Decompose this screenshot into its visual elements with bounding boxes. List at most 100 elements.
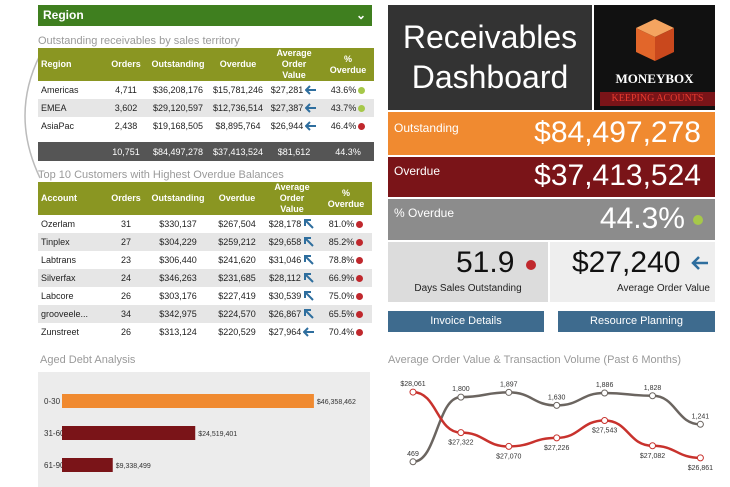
cell-text: $26,944: [270, 120, 304, 131]
button[interactable]: Resource Planning: [558, 311, 715, 332]
table-cell: $303,176: [146, 287, 210, 305]
table-cell: $30,539: [264, 287, 320, 305]
cell-text: $27,964: [268, 326, 302, 337]
point: [601, 416, 609, 424]
status-dot: [693, 215, 703, 225]
arrow-path: [304, 291, 314, 302]
table-row: Labtrans 23 $306,440 $241,620 $31,046 78.8%: [38, 251, 372, 269]
category-label: 0-30: [44, 397, 61, 406]
table: Account Orders Outstanding Overdue Average O…: [38, 182, 372, 341]
table-cell: $231,685: [210, 269, 264, 287]
cell-text: 31: [120, 219, 131, 229]
cell-text: $313,124: [159, 327, 197, 337]
trend-arrow: [304, 219, 314, 230]
table-row: Americas 4,711 $36,208,176 $15,781,246 $27,2…: [38, 81, 374, 99]
table-cell: $19,168,505: [146, 117, 210, 135]
cell-text: $31,046: [268, 254, 302, 265]
table-cell: AsiaPac: [38, 117, 106, 135]
arrow-path: [304, 219, 314, 230]
table-cell: $27,387: [266, 99, 323, 117]
point: [409, 458, 417, 466]
cell-text: Tinplex: [41, 237, 70, 247]
table-cell: grooveele...: [38, 305, 106, 323]
column-header: Average Order Value: [264, 182, 320, 215]
cell-text: $346,263: [159, 273, 197, 283]
status-dot: [356, 221, 364, 229]
status-dot: [356, 293, 364, 301]
column-header: Overdue: [210, 182, 264, 215]
trend-arrow: [302, 327, 315, 338]
cell-text: 43.6%: [330, 85, 357, 95]
value-label: $27,070: [496, 453, 521, 460]
arrow-path: [304, 237, 314, 248]
bar: [62, 426, 196, 440]
table-cell: 43.6%: [322, 81, 374, 99]
point: [457, 393, 465, 401]
trend-arrow: [304, 121, 317, 132]
table-cell: $227,419: [210, 287, 264, 305]
table-cell: Zunstreet: [38, 323, 106, 341]
cell-text: Labtrans: [41, 255, 77, 265]
cell-text: $12,736,514: [213, 103, 264, 113]
aged-debt-title: Aged Debt Analysis: [40, 354, 136, 366]
status-dot: [356, 257, 364, 265]
column-header: Overdue: [210, 48, 267, 81]
customers-title: Top 10 Customers with Highest Overdue Ba…: [38, 169, 284, 181]
arrow-path: [304, 103, 317, 114]
table-cell: $28,112: [264, 269, 320, 287]
table-cell: 23: [106, 251, 146, 269]
table-row: Zunstreet 26 $313,124 $220,529 $27,964 70.4%: [38, 323, 372, 341]
button[interactable]: Invoice Details: [388, 311, 544, 332]
status-dot: [358, 105, 366, 113]
value-label: 1,241: [692, 413, 710, 420]
cell-text: 65.5%: [328, 309, 355, 319]
arrow-path: [304, 255, 314, 266]
cell-text: EMEA: [41, 103, 67, 113]
kpi-value: $37,413,524: [534, 159, 701, 192]
cell-text: $29,120,597: [152, 103, 204, 113]
cell-text: $303,176: [159, 291, 197, 301]
status-dot: [356, 275, 364, 283]
point: [553, 434, 561, 442]
column-header: Average Order Value: [266, 48, 323, 81]
table-cell: 27: [106, 233, 146, 251]
table-cell: $330,137: [146, 215, 210, 233]
value-label: $9,338,499: [116, 463, 151, 470]
cell-text: $306,440: [159, 255, 197, 265]
table-cell: Ozerlam: [38, 215, 106, 233]
cell-text: $227,419: [218, 291, 256, 301]
connector-arrow: [24, 54, 41, 179]
value-label: $27,543: [592, 427, 617, 434]
value-label: 469: [407, 451, 419, 458]
kpi-value: 51.9: [456, 246, 515, 279]
column-header: Region: [38, 48, 106, 81]
kpi-value: $27,240: [572, 246, 681, 279]
table-cell: 4,711: [106, 81, 146, 99]
cell-text: grooveele...: [41, 309, 89, 319]
cell-text: $330,137: [159, 219, 197, 229]
kpi-label: Outstanding: [394, 121, 459, 135]
region-filter[interactable]: Region ⌄: [38, 5, 372, 26]
territory-table: Region Orders Outstanding Overdue Average Or…: [38, 48, 375, 161]
table-cell: Silverfax: [38, 269, 106, 287]
column-header: % Overdue: [322, 48, 375, 81]
table-cell: [38, 142, 106, 161]
table-cell: $304,229: [146, 233, 210, 251]
column-header: Outstanding: [146, 48, 210, 81]
cell-text: 34: [120, 309, 131, 319]
cell-text: 27: [120, 237, 131, 247]
table-cell: $12,736,514: [210, 99, 267, 117]
table-cell: $28,178: [264, 215, 320, 233]
trend-arrow: [304, 255, 314, 266]
logo-box-icon: [636, 19, 674, 61]
cell-text: 23: [120, 255, 131, 265]
trend-arrow: [303, 273, 314, 284]
cell-text: $241,620: [218, 255, 256, 265]
spacer: [38, 135, 374, 142]
cell-text: AsiaPac: [41, 121, 75, 131]
table-cell: Tinplex: [38, 233, 106, 251]
cell-text: $342,975: [159, 309, 197, 319]
table-cell: $241,620: [210, 251, 264, 269]
value-label: 1,800: [452, 386, 470, 393]
